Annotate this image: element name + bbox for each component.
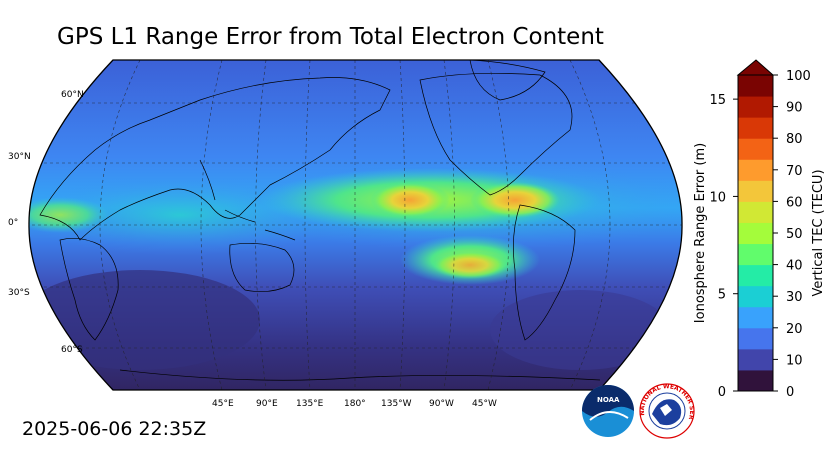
- lon-label-135w: 135°W: [381, 399, 412, 409]
- colorbar-right-tick-label: 10: [786, 353, 803, 368]
- colorbar-right-tick-label: 50: [786, 227, 803, 242]
- lon-label-45w: 45°W: [472, 399, 497, 409]
- colorbar-left-ticks: 0 5 10 15: [709, 93, 738, 400]
- colorbar-left-tick-label: 15: [709, 93, 726, 108]
- colorbar-left-tick-label: 5: [718, 288, 726, 303]
- lon-label-90w: 90°W: [429, 399, 454, 409]
- colorbar-segment: [738, 264, 773, 287]
- noaa-logo: NOAA: [582, 385, 634, 437]
- colorbar-extend-arrow: [736, 59, 775, 76]
- colorbar-right-tick-label: 20: [786, 322, 803, 337]
- colorbar-right-tick-label: 70: [786, 164, 803, 179]
- colorbar-segment: [738, 369, 773, 392]
- colorbar-segment: [738, 306, 773, 329]
- colorbar-left-label: Ionosphere Range Error (m): [693, 143, 708, 323]
- colorbar-segment: [738, 117, 773, 139]
- colorbar-segment: [738, 243, 773, 266]
- colorbar-right-tick-label: 30: [786, 290, 803, 305]
- timestamp: 2025-06-06 22:35Z: [22, 418, 207, 440]
- lat-label-30s: 30°S: [8, 288, 30, 298]
- lat-label-30n: 30°N: [8, 152, 31, 162]
- lon-label-180: 180°: [344, 399, 366, 409]
- colorbar-right-tick-label: 60: [786, 195, 803, 210]
- colorbar-left-tick-label: 0: [718, 385, 726, 400]
- map-title: GPS L1 Range Error from Total Electron C…: [57, 24, 604, 50]
- lat-label-60n: 60°N: [61, 90, 84, 100]
- colorbar-right-label: Vertical TEC (TECU): [811, 169, 826, 296]
- colorbar-segment: [738, 180, 773, 202]
- coastlines: [39, 60, 601, 381]
- colorbar-left-tick-label: 10: [709, 190, 726, 205]
- noaa-logo-text: NOAA: [597, 396, 620, 404]
- colorbar-segment: [738, 75, 773, 97]
- colorbar-right-tick-label: 80: [786, 132, 803, 147]
- colorbar-segment: [738, 138, 773, 160]
- lat-label-60s: 60°S: [61, 345, 83, 355]
- colorbar-segment: [738, 159, 773, 181]
- colorbar-right-tick-label: 100: [786, 69, 811, 84]
- lon-label-90e: 90°E: [256, 399, 278, 409]
- colorbar-right-tick-label: 0: [786, 385, 794, 400]
- colorbar-right-tick-label: 90: [786, 101, 803, 116]
- colorbar-segment: [738, 348, 773, 371]
- lon-label-45e: 45°E: [212, 399, 234, 409]
- colorbar-segment: [738, 201, 773, 223]
- colorbar-segment: [738, 327, 773, 350]
- lat-label-0: 0°: [8, 218, 18, 228]
- colorbar-segments: [738, 75, 773, 392]
- colorbar-right-tick-label: 40: [786, 259, 803, 274]
- graticule: [28, 60, 683, 390]
- colorbar: 0 5 10 15 0 10 20 30 40 50 60 70 80 90 100 Ionosphere…: [693, 59, 826, 400]
- colorbar-segment: [738, 222, 773, 245]
- tec-field: [28, 60, 683, 390]
- colorbar-segment: [738, 285, 773, 308]
- colorbar-segment: [738, 96, 773, 118]
- colorbar-right-ticks: 0 10 20 30 40 50 60 70 80 90 100: [773, 69, 811, 400]
- lon-label-135e: 135°E: [296, 399, 324, 409]
